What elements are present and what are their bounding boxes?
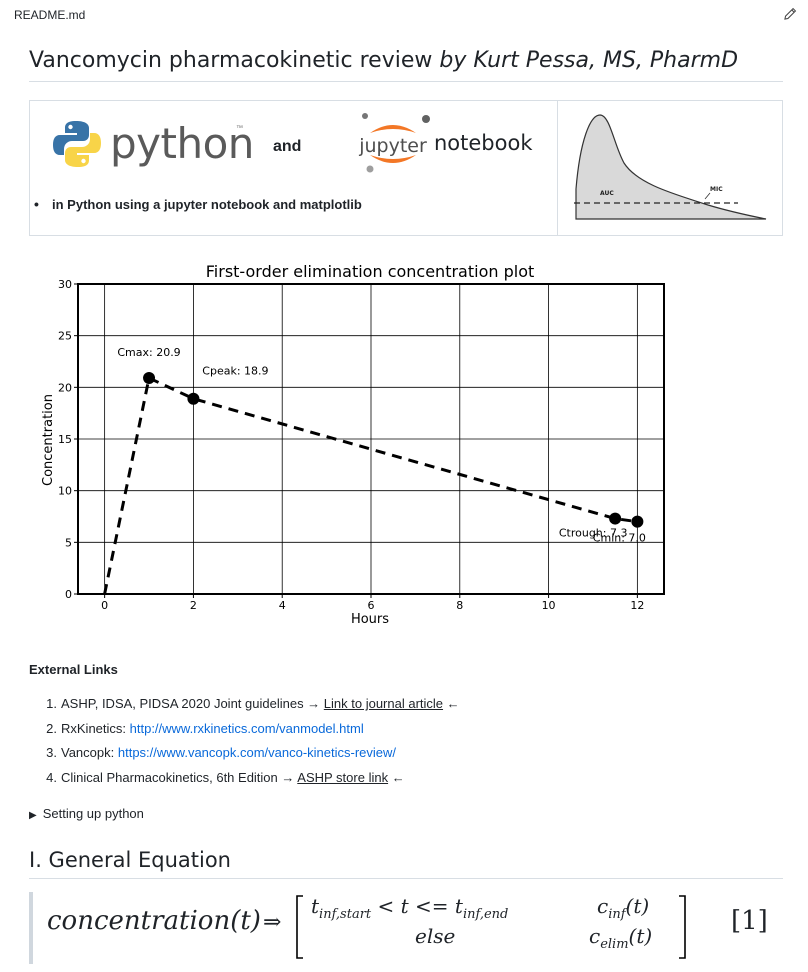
data-point: [609, 512, 622, 525]
data-label: Cmin: 7.0: [593, 532, 646, 545]
file-header: README.md: [0, 0, 808, 30]
setting-up-python-details[interactable]: ▶ Setting up python: [29, 806, 144, 821]
list-number: 4.: [46, 769, 57, 785]
notebook-text: notebook: [434, 131, 533, 155]
equation-tag: [1]: [731, 906, 768, 936]
y-tick-label: 25: [58, 330, 72, 343]
data-point: [631, 515, 644, 528]
equation-block: concentration(t) ⇒ tinf,start < t <= tin…: [29, 892, 783, 964]
equation-row1-condition: tinf,start < t <= tinf,end: [311, 894, 508, 922]
external-link[interactable]: Link to journal article: [323, 696, 444, 711]
data-label: Cmax: 20.9: [117, 346, 180, 359]
external-link-item: 2. RxKinetics: http://www.rxkinetics.com/…: [29, 717, 460, 742]
y-tick-label: 30: [58, 278, 72, 291]
python-logo-icon: [53, 121, 101, 167]
x-tick-label: 8: [456, 599, 463, 612]
equation-row2-condition: else: [415, 924, 456, 948]
details-summary[interactable]: Setting up python: [42, 806, 144, 821]
eq-sub-end: inf,end: [462, 907, 509, 922]
page-title: Vancomycin pharmacokinetic review by Kur…: [29, 48, 783, 82]
eq-mid: < t <= t: [371, 894, 463, 918]
x-axis-label: Hours: [351, 612, 389, 627]
x-tick-label: 0: [101, 599, 108, 612]
author-text: by Kurt Pessa, MS, PharmD: [439, 48, 739, 73]
chart-svg: First-order elimination concentration pl…: [41, 262, 665, 627]
link-suffix: ←: [388, 769, 405, 785]
list-number: 2.: [46, 720, 57, 736]
y-axis-label: Concentration: [41, 394, 56, 486]
data-label: Cpeak: 18.9: [202, 365, 268, 378]
plot-frame: [77, 283, 665, 595]
general-equation-heading: I. General Equation: [29, 848, 783, 879]
eq-c1: c: [597, 894, 609, 918]
link-prefix: ASHP, IDSA, PIDSA 2020 Joint guidelines …: [61, 696, 324, 711]
x-tick-label: 4: [279, 599, 286, 612]
pencil-icon[interactable]: [783, 7, 797, 21]
and-text: and: [273, 138, 302, 155]
file-name: README.md: [14, 8, 86, 22]
data-label: Ctrough: 7.3: [559, 527, 628, 540]
eq-sub-inf: inf: [608, 907, 626, 922]
external-link[interactable]: https://www.vancopk.com/vanco-kinetics-r…: [117, 745, 397, 760]
external-link[interactable]: http://www.rxkinetics.com/vanmodel.html: [129, 720, 364, 736]
auc-label: AUC: [600, 190, 614, 197]
equation-row1-value: cinf(t): [597, 894, 649, 922]
jupyter-logo-text: jupyter: [358, 135, 427, 157]
auc-curve-cell: AUC MIC: [558, 101, 782, 235]
x-tick-label: 10: [542, 599, 556, 612]
equation-arrow: ⇒: [263, 910, 282, 935]
title-text: Vancomycin pharmacokinetic review: [29, 48, 433, 73]
concentration-chart: First-order elimination concentration pl…: [30, 256, 670, 636]
banner-bullet: in Python using a jupyter notebook and m…: [34, 196, 362, 212]
y-tick-label: 20: [58, 381, 72, 394]
external-link[interactable]: ASHP store link: [297, 769, 389, 785]
y-tick-label: 0: [65, 588, 72, 601]
auc-curve-image: AUC MIC: [574, 114, 767, 220]
link-prefix: Vancopk:: [61, 745, 118, 760]
y-tick-label: 5: [65, 536, 72, 549]
external-links-heading: External Links: [29, 662, 118, 677]
external-link-item: 3. Vancopk: https://www.vancopk.com/vanco…: [29, 741, 460, 766]
series-line: [103, 375, 638, 595]
external-link-item: 1. ASHP, IDSA, PIDSA 2020 Joint guideline…: [29, 692, 460, 717]
eq-c2: c: [589, 924, 601, 948]
python-trademark: ™: [236, 125, 243, 132]
external-links-list: 1. ASHP, IDSA, PIDSA 2020 Joint guideline…: [29, 692, 460, 790]
mic-label: MIC: [710, 186, 723, 193]
banner-logos-cell: python ™ and jupyter notebook in Python …: [30, 101, 558, 235]
chart-ticks: 0 2 4 6 8 10 12 0 5 10 15 20 25 30: [58, 278, 644, 612]
data-point: [187, 392, 200, 405]
x-tick-label: 6: [368, 599, 375, 612]
x-tick-label: 12: [630, 599, 644, 612]
y-tick-label: 10: [58, 485, 72, 498]
list-number: 1.: [46, 696, 57, 711]
jupyter-logo-icon: jupyter: [358, 113, 430, 173]
eq-sub-start: inf,start: [319, 907, 372, 922]
left-bracket: [296, 895, 303, 959]
y-tick-label: 15: [58, 433, 72, 446]
x-tick-label: 2: [190, 599, 197, 612]
data-point: [143, 372, 156, 385]
chart-title: First-order elimination concentration pl…: [206, 262, 535, 281]
right-bracket: [679, 895, 686, 959]
eq-arg2: (t): [628, 924, 653, 948]
list-number: 3.: [46, 745, 57, 760]
eq-arg1: (t): [625, 894, 650, 918]
disclosure-triangle-icon[interactable]: ▶: [29, 810, 37, 821]
python-logo-text: python: [110, 119, 254, 168]
link-suffix: ←: [443, 696, 460, 711]
equation-lhs: concentration(t): [47, 906, 261, 936]
link-prefix: Clinical Pharmacokinetics, 6th Edition →: [61, 769, 298, 785]
readme-title-block: Vancomycin pharmacokinetic review by Kur…: [29, 48, 783, 82]
eq-sub-elim: elim: [600, 937, 629, 952]
equation-row2-value: celim(t): [589, 924, 652, 952]
eq-t: t: [311, 894, 320, 918]
link-prefix: RxKinetics:: [61, 720, 130, 736]
chart-grid: [78, 283, 664, 595]
banner-table: python ™ and jupyter notebook in Python …: [29, 100, 783, 236]
external-link-item: 4. Clinical Pharmacokinetics, 6th Edition…: [29, 766, 460, 791]
